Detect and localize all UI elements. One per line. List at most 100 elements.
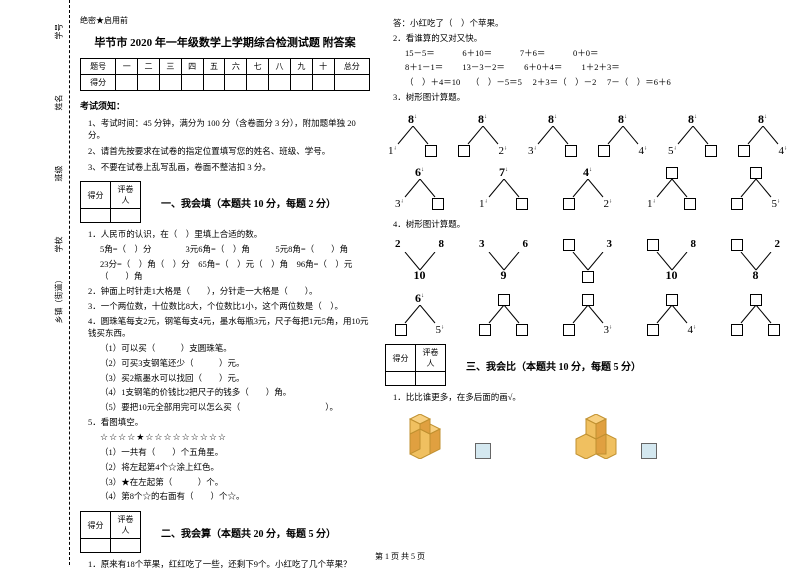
th: 五 [203, 59, 225, 75]
th: 十 [312, 59, 334, 75]
section-1-title: 一、我会填（本题共 10 分，每题 2 分） [161, 195, 336, 210]
calc: 6＋0＋4＝ [524, 62, 562, 72]
th: 二 [138, 59, 160, 75]
calc-row-3: （ ）＋4＝10 （ ）－5＝5 2＋3＝（ ）－2 7－（ ）＝6＋6 [405, 76, 790, 89]
th: 题号 [81, 59, 116, 75]
compare-head: 1．比比谁更多，在多后面的画√。 [393, 391, 790, 404]
calc: 2＋3＝（ ）－2 [533, 77, 597, 87]
checkbox-2[interactable] [641, 443, 657, 459]
calc: 6＋10＝ [462, 48, 492, 58]
cube-group-1 [405, 414, 491, 459]
tree-diagram: 4↓ 2↓ [560, 165, 615, 210]
tree-diagram [476, 291, 531, 336]
tree-row-2: 6↓ 3↓ 7↓ 1↓ 4↓ 2↓ 1↓ 5↓ [385, 165, 790, 210]
grader-table-2: 得分评卷人 [80, 511, 141, 553]
grader-table-3: 得分评卷人 [385, 344, 446, 386]
tree-diagram-up: 2 8 [728, 238, 783, 283]
notice-title: 考试须知： [80, 99, 370, 112]
mh: 得分 [81, 182, 111, 209]
q4: 4．圆珠笔每支2元，钢笔每支4元，墨水每瓶3元，尺子每把1元5角，用10元钱买东… [88, 315, 370, 341]
calc: 7＋6＝ [520, 48, 546, 58]
th: 九 [290, 59, 312, 75]
calc: （ ）－5＝5 [471, 77, 522, 87]
tree-diagram: 8↓ 3↓ [525, 112, 580, 157]
score-header-row: 题号 一 二 三 四 五 六 七 八 九 十 总分 [81, 59, 370, 75]
cube-comparison [405, 414, 790, 459]
calc: （ ）＋4＝10 [405, 77, 460, 87]
tree-row-4: 6↓ 5↓ 3↓ 4↓ [385, 291, 790, 336]
tree-diagram: 5↓ [728, 165, 783, 210]
tree-diagram-up: 8 10 [644, 238, 699, 283]
calc: 0＋0＝ [573, 48, 599, 58]
notice-3: 3、不要在试卷上乱写乱画，卷面不整洁扣 3 分。 [88, 161, 370, 173]
td: 得分 [81, 75, 116, 91]
label-town: 乡镇（街道） [54, 276, 65, 324]
th: 六 [225, 59, 247, 75]
th: 总分 [334, 59, 369, 75]
page-footer: 第 1 页 共 5 页 [0, 551, 800, 562]
q5-stars: ☆☆☆☆★☆☆☆☆☆☆☆☆☆ [100, 431, 370, 445]
label-class: 班级 [54, 134, 65, 182]
th: 一 [116, 59, 138, 75]
q5c: （3）★在左起第（ ）个。 [100, 476, 370, 489]
q5d: （4）第8个☆的右面有（ ）个☆。 [100, 490, 370, 503]
label-id: 学号 [54, 0, 65, 40]
tree-diagram: 8↓ 5↓ [665, 112, 720, 157]
q1-line2: 5角=（ ）分 3元6角=（ ）角 5元8角=（ ）角 [100, 243, 370, 256]
q4a: （1）可以买（ ）支圆珠笔。 [100, 342, 370, 355]
section-3-header: 得分评卷人 三、我会比（本题共 10 分，每题 5 分） [385, 344, 790, 386]
q5: 5．看图填空。 [88, 416, 370, 429]
calc-row-1: 15－5＝ 6＋10＝ 7＋6＝ 0＋0＝ [405, 47, 790, 60]
mh: 评卷人 [111, 512, 141, 539]
binding-labels: 学号 姓名 班级 学校 乡镇（街道） [35, 10, 83, 305]
q5b: （2）将左起第4个☆涂上红色。 [100, 461, 370, 474]
tree-diagram: 4↓ [644, 291, 699, 336]
q1-line3: 23分=（ ）角（ ）分 65角=（ ）元（ ）角 96角=（ ）元（ ）角 [100, 258, 370, 284]
calc: 13－3－2＝ [462, 62, 505, 72]
calc: 15－5＝ [405, 48, 435, 58]
tree-diagram: 8↓ 4↓ [595, 112, 650, 157]
tree-diagram-up: 3 [560, 238, 615, 283]
tree-row-3: 2 8 10 3 6 9 3 8 10 2 8 [385, 238, 790, 283]
exam-title: 毕节市 2020 年一年级数学上学期综合检测试题 附答案 [80, 34, 370, 50]
tree-row-1: 8↓ 1↓ 8↓ 2↓ 8↓ 3↓ 8↓ 4↓ 8↓ 5↓ 8↓ 4↓ [385, 112, 790, 157]
notice-1: 1、考试时间：45 分钟，满分为 100 分（含卷面分 3 分），附加题单独 2… [88, 117, 370, 141]
q4c: （3）买2瓶墨水可以找回（ ）元。 [100, 372, 370, 385]
tree-diagram: 3↓ [560, 291, 615, 336]
section-2-header: 得分评卷人 二、我会算（本题共 20 分，每题 5 分） [80, 511, 370, 553]
score-value-row: 得分 [81, 75, 370, 91]
answer-label: 答：小红吃了（ ）个苹果。 [393, 17, 790, 30]
tree-diagram: 1↓ [644, 165, 699, 210]
mh: 评卷人 [416, 345, 446, 372]
calc: 8＋1－1＝ [405, 62, 443, 72]
q2: 2．钟面上时针走1大格是（ ），分针走一大格是（ ）。 [88, 285, 370, 298]
mh: 评卷人 [111, 182, 141, 209]
tree-diagram: 7↓ 1↓ [476, 165, 531, 210]
grader-table: 得分评卷人 [80, 181, 141, 223]
cube-shape-1 [405, 414, 455, 459]
secret-label: 绝密★启用前 [80, 15, 370, 26]
binding-margin: 学号 姓名 班级 学校 乡镇（街道） [0, 0, 70, 565]
calc: 7－（ ）＝6＋6 [607, 77, 671, 87]
tree-diagram: 8↓ 4↓ [735, 112, 790, 157]
th: 四 [181, 59, 203, 75]
cube-group-2 [571, 414, 657, 459]
content-area: 绝密★启用前 毕节市 2020 年一年级数学上学期综合检测试题 附答案 题号 一… [70, 0, 800, 565]
calc: 1＋2＋3＝ [581, 62, 619, 72]
label-name: 姓名 [54, 63, 65, 111]
left-column: 绝密★启用前 毕节市 2020 年一年级数学上学期综合检测试题 附答案 题号 一… [80, 15, 370, 560]
q4e: （5）要把10元全部用完可以怎么买（ ）。 [100, 401, 370, 414]
section-1-header: 得分评卷人 一、我会填（本题共 10 分，每题 2 分） [80, 181, 370, 223]
cube-shape-2 [571, 414, 621, 459]
label-school: 学校 [54, 205, 65, 253]
checkbox-1[interactable] [475, 443, 491, 459]
mh: 得分 [81, 512, 111, 539]
tree-diagram: 8↓ 1↓ [385, 112, 440, 157]
q3-head: 3．树形图计算题。 [393, 91, 790, 104]
q2-head: 2．看谁算的又对又快。 [393, 32, 790, 45]
right-column: 答：小红吃了（ ）个苹果。 2．看谁算的又对又快。 15－5＝ 6＋10＝ 7＋… [385, 15, 790, 560]
q4d: （4）1支钢笔的价钱比2把尺子的钱多（ ）角。 [100, 386, 370, 399]
tree-diagram-up: 2 8 10 [392, 238, 447, 283]
q3: 3．一个两位数，十位数比8大，个位数比1小，这个两位数是（ ）。 [88, 300, 370, 313]
tree-diagram: 6↓ 5↓ [392, 291, 447, 336]
